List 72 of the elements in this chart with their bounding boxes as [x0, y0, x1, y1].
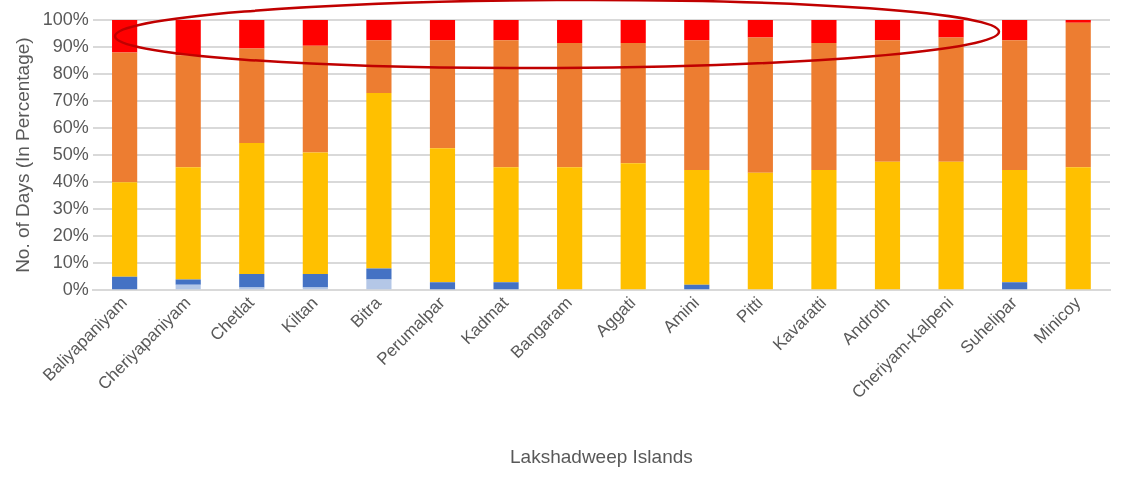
y-tick-label: 60%: [52, 117, 89, 138]
bar: [684, 40, 710, 170]
y-tick-label: 50%: [52, 144, 89, 165]
y-tick-label: 20%: [52, 225, 89, 246]
bar: [493, 20, 519, 41]
bar: [366, 40, 392, 93]
bar: [302, 152, 328, 275]
bar: [747, 172, 773, 290]
bar: [175, 167, 201, 280]
bar: [620, 163, 646, 290]
y-axis-title: No. of Days (In Percentage): [11, 37, 33, 273]
bar: [239, 142, 265, 275]
bar: [112, 52, 138, 183]
bar: [874, 40, 901, 162]
bar: [747, 37, 773, 173]
bar: [811, 169, 837, 290]
bar: [1065, 22, 1091, 168]
y-tick-label: 90%: [52, 35, 89, 56]
bar: [557, 167, 583, 290]
bar: [1065, 20, 1091, 23]
bar: [429, 282, 456, 290]
bar: [557, 20, 583, 43]
bar: [429, 40, 456, 149]
bar: [302, 45, 328, 153]
bar: [1002, 40, 1028, 170]
bar: [811, 20, 837, 43]
bar: [366, 92, 392, 269]
bar: [302, 20, 328, 46]
x-axis-title: Lakshadweep Islands: [510, 445, 693, 467]
bar: [1002, 169, 1028, 283]
bar: [175, 284, 201, 290]
bar: [302, 274, 328, 288]
bar: [684, 169, 710, 285]
bar: [366, 268, 392, 280]
y-tick-label: 0%: [62, 279, 89, 300]
bar: [493, 282, 519, 290]
bar: [1065, 167, 1091, 290]
bar: [874, 161, 901, 290]
bar: [620, 20, 646, 43]
bar: [429, 148, 456, 283]
bar: [493, 167, 519, 283]
bar: [493, 40, 519, 168]
bar: [684, 20, 710, 41]
bar: [557, 42, 583, 168]
bar: [366, 20, 392, 41]
bar: [175, 20, 201, 56]
bar: [366, 279, 392, 290]
bar: [938, 20, 964, 38]
y-tick-label: 40%: [52, 171, 89, 192]
bar: [1002, 282, 1028, 290]
bar: [811, 42, 837, 170]
bar: [239, 20, 265, 49]
y-tick-label: 70%: [52, 90, 89, 111]
bar: [175, 55, 201, 168]
bar: [175, 279, 201, 285]
bar: [239, 48, 265, 143]
bar: [1002, 20, 1028, 41]
bar: [938, 37, 964, 162]
bar: [239, 274, 265, 288]
y-tick-label: 30%: [52, 198, 89, 219]
y-tick-label: 80%: [52, 63, 89, 84]
bar: [684, 284, 710, 290]
bar: [429, 20, 456, 41]
x-tick-label: Pitti: [733, 293, 767, 327]
bar: [112, 182, 138, 277]
y-tick-label: 100%: [42, 8, 89, 29]
bar: [938, 161, 964, 290]
bar: [747, 20, 773, 38]
bar: [112, 276, 138, 290]
bar: [620, 42, 646, 164]
bar: [874, 20, 901, 41]
y-tick-label: 10%: [52, 252, 89, 273]
